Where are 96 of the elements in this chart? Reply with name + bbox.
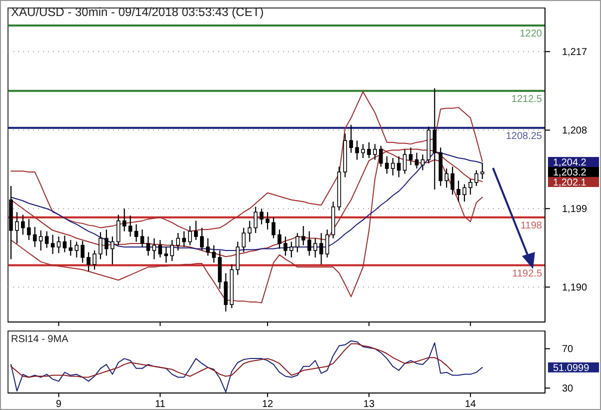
candlestick	[444, 168, 448, 188]
candlestick	[26, 218, 31, 241]
candlestick	[278, 228, 282, 250]
candlestick	[56, 236, 61, 254]
candlestick	[15, 212, 19, 244]
y-tick-label: 1,190	[562, 282, 588, 294]
candlestick	[468, 178, 472, 196]
candlestick	[432, 88, 437, 190]
candlestick	[474, 170, 478, 186]
candlestick	[92, 250, 96, 270]
candlestick	[295, 232, 300, 253]
candlestick	[152, 238, 156, 260]
candlestick	[462, 184, 466, 202]
candlestick	[170, 239, 174, 262]
candlestick	[68, 239, 73, 256]
candlestick	[182, 230, 186, 248]
candlestick	[254, 206, 258, 234]
candlestick	[396, 156, 401, 178]
candlestick	[242, 227, 246, 253]
candlestick	[104, 228, 108, 256]
candlestick	[236, 241, 240, 276]
candlestick	[134, 224, 138, 242]
chart-title: RSI14 - 9MA	[11, 334, 69, 345]
candlestick	[325, 228, 330, 258]
ref-line-label: 1198	[520, 220, 542, 232]
candlestick	[86, 252, 90, 272]
candlestick	[80, 240, 84, 264]
candlestick	[402, 148, 407, 174]
candlestick	[116, 214, 120, 246]
candlestick	[456, 180, 460, 202]
candlestick	[266, 212, 270, 230]
candlestick	[367, 142, 371, 159]
y-tick-label: 1,217	[562, 46, 588, 58]
candlestick	[319, 232, 324, 265]
candlestick	[110, 236, 114, 265]
candlestick	[74, 241, 79, 258]
x-tick-label: 14	[464, 399, 476, 410]
text: 51.0999	[553, 362, 590, 374]
chart-title: XAU/USD - 30min - 09/14/2018 03:53:43 (CET)	[11, 5, 264, 19]
candlestick	[450, 166, 454, 196]
candlestick	[272, 216, 276, 239]
ref-line-label: 1220	[520, 28, 542, 40]
candlestick	[212, 244, 216, 264]
candlestick	[301, 226, 306, 246]
y-tick-label: 70	[562, 344, 574, 355]
text: 1,204.2	[553, 157, 587, 168]
candlestick	[200, 227, 204, 252]
candlestick	[349, 124, 353, 154]
candlestick	[194, 220, 198, 241]
candlestick	[50, 234, 55, 255]
candlestick	[176, 232, 180, 252]
x-tick-label: 13	[363, 399, 375, 410]
y-tick-label: 30	[562, 383, 574, 394]
candlestick	[206, 238, 210, 256]
candlestick	[384, 156, 389, 174]
ref-line-label: 1208.25	[506, 130, 542, 142]
ref-line-label: 1212.5	[511, 94, 542, 105]
y-tick-label: 1,199	[562, 204, 588, 215]
line-series	[10, 148, 483, 304]
x-tick-label: 11	[154, 399, 166, 410]
candlestick	[290, 241, 294, 258]
candlestick	[44, 230, 49, 248]
candlestick	[284, 236, 288, 256]
candlestick	[355, 140, 359, 160]
candlestick	[62, 235, 67, 253]
candlestick	[408, 147, 413, 166]
candlestick	[414, 152, 419, 170]
line-series	[10, 343, 454, 378]
candlestick	[140, 228, 144, 248]
ref-line-label: 1192.5	[512, 268, 542, 280]
candlestick	[128, 215, 132, 238]
text: 1,203.2	[553, 167, 587, 178]
candlestick	[260, 208, 264, 225]
candlestick	[21, 214, 25, 236]
candlestick	[188, 226, 192, 246]
candlestick	[307, 230, 312, 256]
candlestick	[480, 162, 484, 180]
x-tick-label: 12	[262, 399, 274, 410]
text: 1,202.1	[553, 177, 587, 188]
candlestick	[122, 208, 126, 232]
candlestick	[98, 232, 102, 260]
candlestick	[361, 144, 365, 159]
candlestick	[158, 239, 162, 258]
candlestick	[373, 144, 377, 160]
x-tick-label: 9	[56, 399, 62, 410]
candlestick	[313, 238, 318, 258]
candlestick	[248, 220, 252, 242]
candlestick	[420, 154, 425, 171]
candlestick	[224, 272, 228, 312]
y-tick-label: 1,208	[562, 125, 588, 136]
candlestick	[164, 246, 168, 264]
candlestick	[379, 145, 383, 168]
candlestick	[390, 157, 395, 176]
candlestick	[146, 236, 150, 256]
candlestick	[32, 226, 37, 248]
candlestick	[38, 230, 43, 252]
